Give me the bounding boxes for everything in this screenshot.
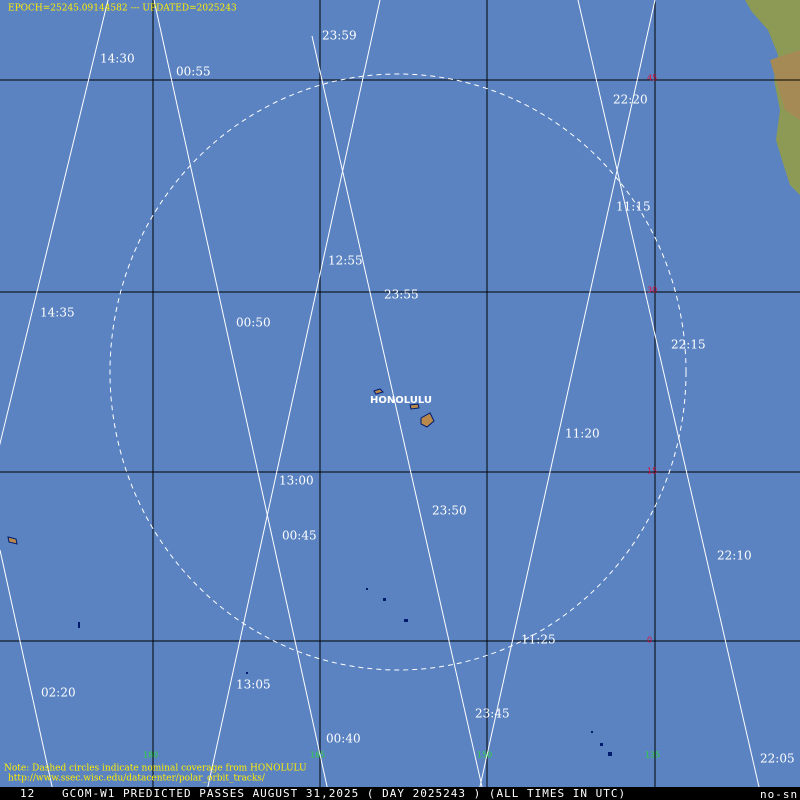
track [0, 549, 56, 800]
track [476, 0, 656, 800]
lon-label: 135 [645, 751, 660, 760]
track [153, 0, 331, 800]
time-label: 13:05 [236, 678, 271, 692]
coastline [745, 0, 800, 195]
footer-title: GCOM-W1 PREDICTED PASSES AUGUST 31,2025 … [62, 787, 626, 800]
lon-label: 165 [310, 751, 325, 760]
time-label: 23:50 [432, 504, 467, 518]
note: Note: Dashed circles indicate nominal co… [4, 764, 307, 774]
page-number: 12 [20, 787, 35, 800]
coverage-circle [109, 73, 687, 671]
time-label: 22:05 [760, 752, 795, 766]
time-label: 14:35 [40, 306, 75, 320]
time-label: 23:59 [322, 29, 357, 43]
time-label: 22:10 [717, 549, 752, 563]
time-label: 13:00 [279, 474, 314, 488]
time-label: 00:40 [326, 732, 361, 746]
station: HONOLULU [370, 395, 432, 406]
epoch: EPOCH=25245.09144582 --- UPDATED=2025243 [8, 4, 237, 14]
atolls [78, 588, 612, 756]
logo: no-sn [760, 788, 798, 800]
lon-label: 180 [143, 751, 158, 760]
time-label: 23:55 [384, 288, 419, 302]
track [577, 0, 763, 800]
lat-label: 30 [647, 286, 657, 295]
time-label: 22:20 [613, 93, 648, 107]
land [770, 50, 800, 120]
lat-label: 0 [647, 636, 652, 645]
track [0, 0, 109, 446]
time-label: 12:55 [328, 254, 363, 268]
time-label: 11:20 [565, 427, 600, 441]
time-label: 00:50 [236, 316, 271, 330]
time-label: 00:45 [282, 529, 317, 543]
url: http://www.ssec.wisc.edu/datacenter/pola… [8, 774, 266, 784]
footer-bar [0, 787, 800, 800]
track [204, 0, 381, 800]
lat-label: 45 [647, 74, 657, 83]
time-label: 14:30 [100, 52, 135, 66]
time-label: 11:25 [521, 633, 556, 647]
track [311, 35, 486, 800]
islands [7, 388, 435, 545]
tracks [0, 0, 763, 800]
lon-label: 150 [477, 751, 492, 760]
time-label: 22:15 [671, 338, 706, 352]
time-label: 00:55 [176, 65, 211, 79]
lat-label: 15 [647, 467, 657, 476]
time-label: 11:15 [616, 200, 651, 214]
time-label: 02:20 [41, 686, 76, 700]
time-label: 23:45 [475, 707, 510, 721]
